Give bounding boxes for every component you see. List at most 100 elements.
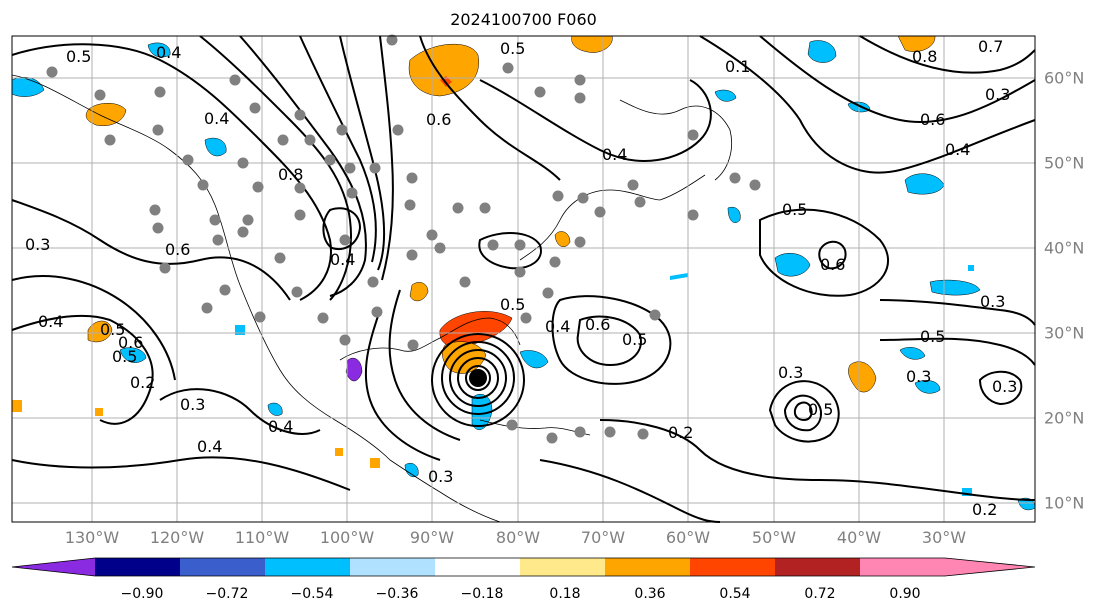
longitude-label: 50°W	[751, 528, 797, 547]
contour-label: 0.3	[985, 85, 1010, 104]
negative-shade	[519, 350, 549, 369]
latitude-label: 20°N	[1044, 408, 1085, 428]
colorbar-tick-label: −0.36	[375, 586, 419, 602]
colorbar-segment	[265, 558, 350, 576]
colorbar-segment	[605, 558, 690, 576]
colorbar-tick-label: −0.18	[460, 586, 504, 602]
contour-label: 0.4	[268, 417, 293, 436]
longitude-label: 80°W	[495, 528, 541, 547]
colorbar-segment	[690, 558, 775, 576]
contour-label: 0.5	[622, 330, 647, 349]
contour-label: 0.2	[668, 423, 693, 442]
contour-label: 0.4	[156, 43, 181, 62]
contour-label: 0.6	[820, 255, 845, 274]
colorbar-tick-label: 0.72	[804, 586, 836, 602]
contour-label: 0.8	[912, 47, 937, 66]
contour-label: 0.4	[545, 317, 570, 336]
contour-lines	[11, 35, 1036, 523]
contour-label: 0.5	[782, 200, 807, 219]
longitude-label: 30°W	[921, 528, 967, 547]
colorbar-tick-label: 0.36	[634, 586, 666, 602]
contour-label: 0.4	[330, 250, 355, 269]
latitude-label: 60°N	[1044, 68, 1085, 88]
contour-label: 0.3	[180, 395, 205, 414]
colorbar-segment	[860, 558, 945, 576]
contour-label: 0.2	[130, 373, 155, 392]
contour-label: 0.4	[197, 437, 222, 456]
negative-shade	[899, 347, 926, 360]
contour-label: 0.6	[920, 110, 945, 129]
map-frame	[11, 35, 1036, 523]
longitude-label: 130°W	[64, 528, 120, 547]
contour-label: 0.4	[204, 109, 229, 128]
negative-shade	[267, 402, 283, 416]
contour-label-layer: 0.5 0.4 0.4 0.6 0.5 0.4 0.3 0.8 0.7 0.6 …	[25, 37, 1017, 519]
negative-shade	[929, 279, 981, 296]
negative-shade	[670, 273, 688, 280]
longitude-label: 40°W	[836, 528, 882, 547]
colorbar-tick-label: −0.72	[205, 586, 249, 602]
colorbar-segment	[180, 558, 265, 576]
negative-shade	[119, 347, 147, 363]
colorbar-segment	[435, 558, 520, 576]
contour-label: 0.6	[118, 333, 143, 352]
contour-label: 0.5	[500, 39, 525, 58]
contour-label: 0.7	[978, 37, 1003, 56]
contour-label: 0.3	[25, 235, 50, 254]
negative-shade	[968, 265, 974, 271]
colorbar	[11, 557, 1036, 577]
map-title: 2024100700 F060	[450, 10, 597, 29]
positive-shade	[12, 400, 22, 412]
longitude-label: 100°W	[319, 528, 375, 547]
station-dots	[46, 34, 761, 444]
hurricane-rings	[431, 333, 525, 427]
negative-shade	[807, 40, 837, 63]
positive-shade	[571, 35, 613, 53]
colorbar-tick-label: 0.54	[719, 586, 751, 602]
contour-label: 0.5	[500, 295, 525, 314]
colorbar-tick-label: −0.90	[120, 586, 164, 602]
positive-shade	[409, 282, 429, 302]
strong-negative-shade	[345, 357, 363, 382]
colorbar-segment	[95, 558, 180, 576]
contour-label: 0.4	[602, 145, 627, 164]
colorbar-tick-label: 0.90	[889, 586, 921, 602]
latitude-label: 40°N	[1044, 238, 1085, 258]
latitude-label: 30°N	[1044, 323, 1085, 343]
negative-shade	[914, 380, 941, 394]
colorbar-segment	[945, 558, 1035, 576]
graticule	[12, 36, 1035, 522]
contour-label: 0.2	[972, 500, 997, 519]
negative-shade	[404, 462, 419, 478]
negative-shade	[727, 206, 741, 223]
positive-shade	[87, 320, 113, 343]
contour-label: 0.5	[100, 320, 125, 339]
colorbar-tick-label: −0.54	[290, 586, 334, 602]
contour-label: 0.5	[112, 347, 137, 366]
latitude-label: 10°N	[1044, 493, 1085, 513]
contour-label: 0.8	[278, 165, 303, 184]
positive-shade	[408, 43, 479, 97]
colorbar-outline	[11, 557, 1036, 577]
contour-label: 0.5	[66, 47, 91, 66]
longitude-label: 60°W	[665, 528, 711, 547]
contour-label: 0.4	[945, 140, 970, 159]
hurricane-center-marker	[469, 369, 487, 387]
contour-label: 0.6	[165, 240, 190, 259]
contour-label: 0.5	[920, 327, 945, 346]
contour-label: 0.6	[426, 110, 451, 129]
colorbar-segment	[350, 558, 435, 576]
positive-shade	[95, 408, 103, 416]
positive-shade	[848, 361, 877, 393]
negative-shade	[147, 42, 171, 58]
contour-label: 0.3	[992, 377, 1017, 396]
positive-shade	[370, 458, 380, 468]
contour-label: 0.3	[980, 292, 1005, 311]
longitude-label: 120°W	[149, 528, 205, 547]
colorbar-segment	[12, 558, 95, 576]
contour-label: 0.3	[778, 363, 803, 382]
negative-shade	[774, 253, 811, 277]
colorbar-segment	[775, 558, 860, 576]
longitude-label: 110°W	[234, 528, 290, 547]
